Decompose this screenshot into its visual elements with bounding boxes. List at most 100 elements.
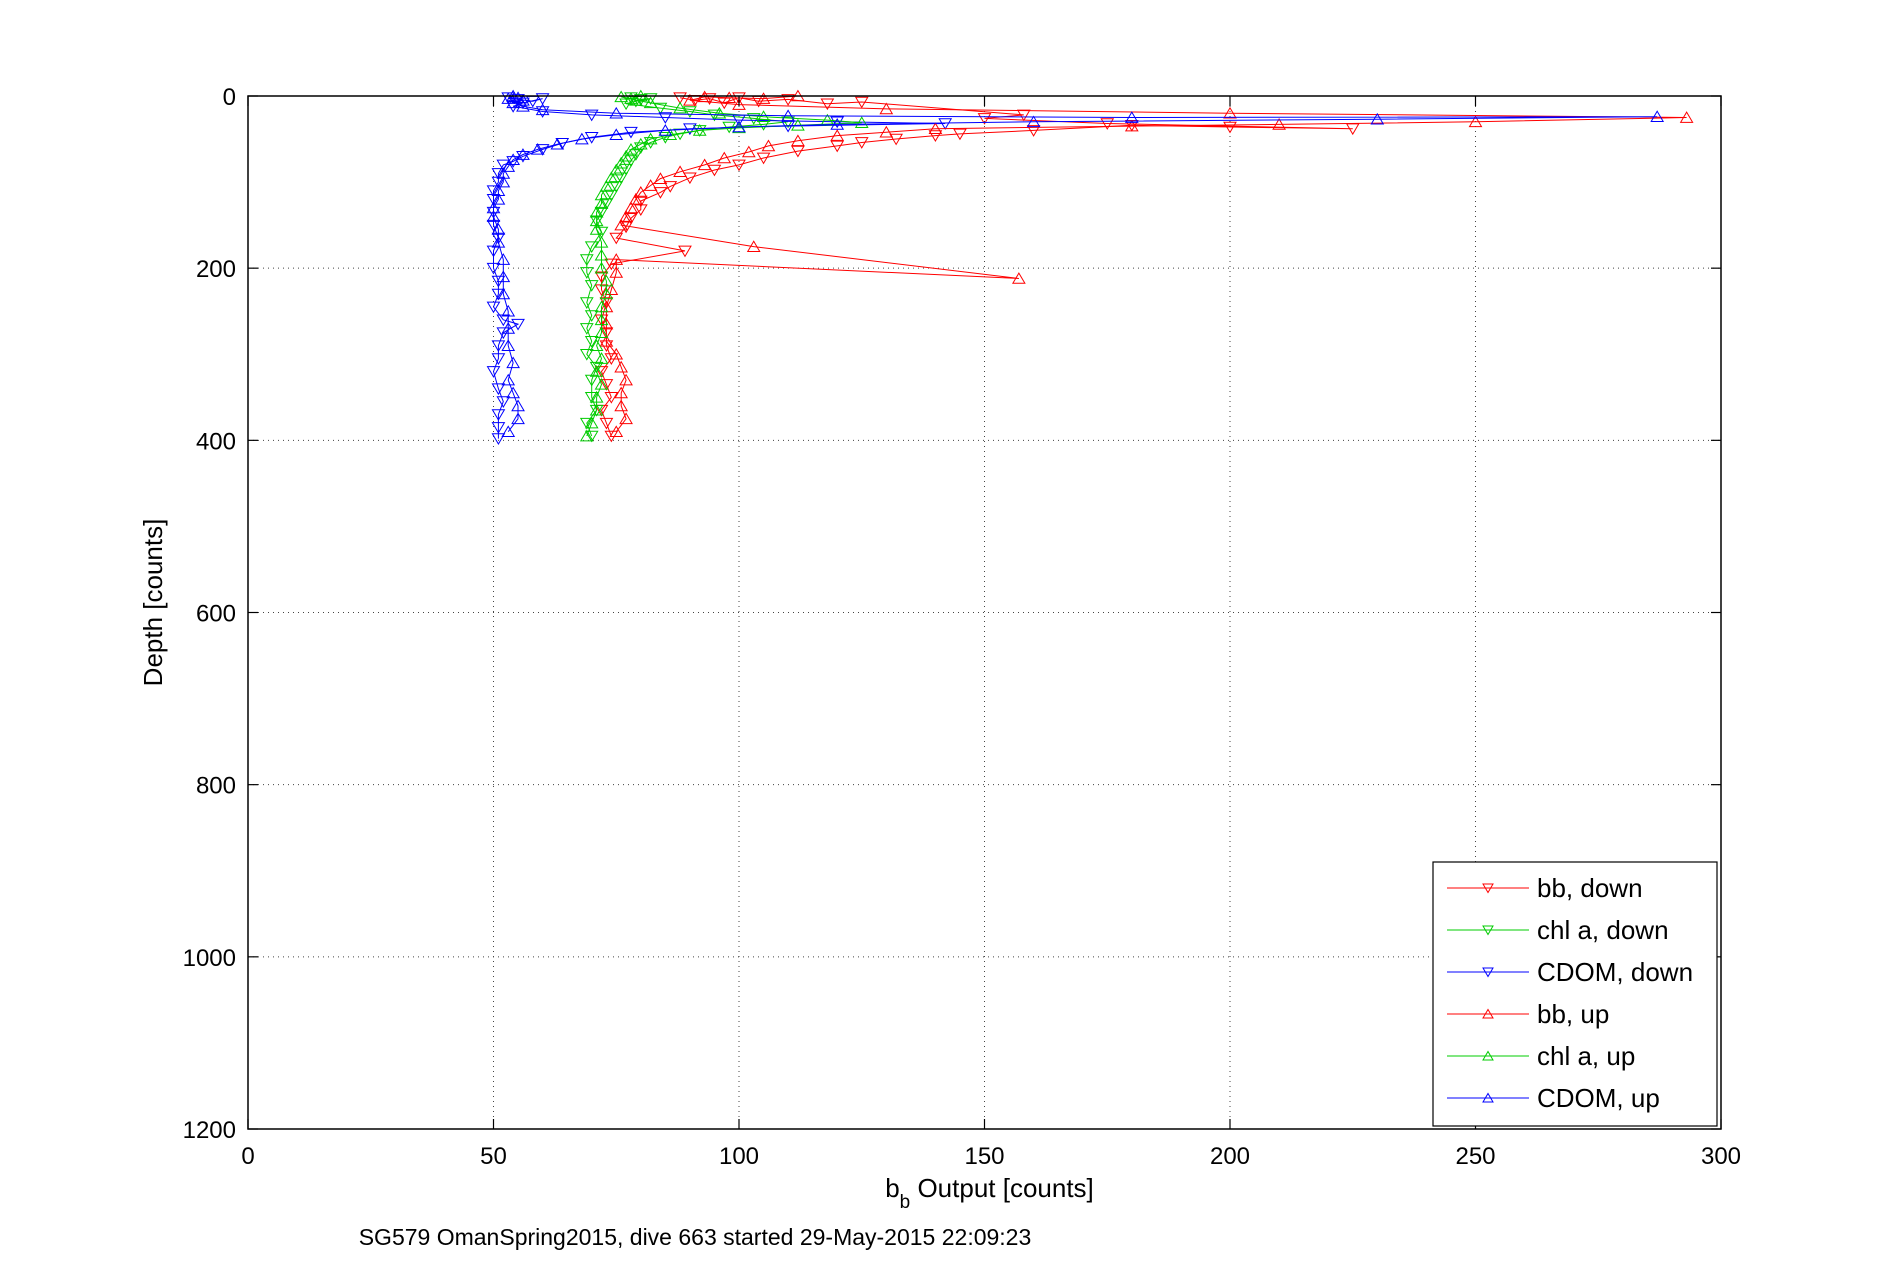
data-point (953, 128, 967, 141)
data-point (609, 128, 624, 141)
data-point (496, 175, 511, 188)
data-point (496, 396, 511, 408)
data-point (629, 93, 643, 106)
data-point (486, 262, 501, 275)
data-point (579, 297, 594, 309)
data-point (535, 106, 550, 118)
data-point (584, 109, 599, 122)
data-point (501, 160, 516, 172)
data-point (732, 159, 746, 172)
data-point (879, 102, 894, 115)
series-line (493, 95, 1658, 433)
data-point (599, 317, 614, 330)
data-point (506, 96, 521, 109)
data-point (697, 158, 712, 171)
data-point (653, 172, 668, 184)
legend-entry-label: CDOM, down (1537, 957, 1693, 987)
data-point (1026, 115, 1041, 128)
series-cdom-down (486, 92, 953, 445)
data-point (653, 102, 668, 115)
data-point (594, 197, 609, 209)
y-tick-label: 200 (196, 256, 236, 283)
y-tick-label: 0 (223, 84, 236, 111)
data-point (1124, 111, 1139, 123)
y-tick-label: 1200 (183, 1117, 236, 1144)
data-point (516, 97, 530, 110)
data-point (589, 223, 604, 235)
data-point (516, 99, 530, 112)
data-point (594, 206, 609, 219)
data-point (589, 205, 604, 218)
data-point (604, 283, 619, 295)
x-tick-label: 50 (480, 1143, 507, 1170)
data-point (781, 94, 795, 106)
data-point (1100, 118, 1115, 130)
data-point (741, 145, 756, 158)
x-tick-label: 0 (241, 1143, 254, 1170)
data-point (746, 113, 761, 125)
y-tick-label: 400 (196, 428, 236, 455)
data-point (928, 122, 943, 135)
data-point (516, 93, 530, 106)
axis-ticks: 0 50 100 150 200 250 300 0 200 400 600 800 1000 1200 (183, 84, 1741, 1170)
data-point (658, 112, 673, 124)
data-point (619, 149, 633, 162)
data-point (486, 185, 501, 198)
data-point (584, 416, 599, 429)
data-point (589, 403, 604, 416)
data-point (732, 120, 746, 133)
data-point (683, 106, 697, 118)
data-point (584, 391, 599, 404)
data-point (633, 94, 648, 106)
x-axis-label: bb Output [counts] (885, 1173, 1094, 1213)
data-point (594, 248, 609, 261)
data-point (629, 192, 643, 205)
data-point (589, 214, 604, 227)
data-point (584, 241, 599, 254)
data-point (1468, 115, 1483, 128)
data-point (506, 156, 521, 168)
y-tick-label: 600 (196, 601, 236, 628)
data-point (707, 109, 722, 122)
data-point (609, 106, 624, 119)
legend-entry-label: chl a, up (1537, 1041, 1635, 1071)
data-point (604, 171, 619, 184)
data-point (491, 288, 506, 301)
data-point (717, 151, 732, 164)
data-point (619, 221, 633, 234)
data-point (594, 377, 609, 390)
data-point (516, 148, 530, 160)
data-point (491, 409, 506, 421)
data-point (732, 98, 746, 110)
data-point (579, 417, 594, 430)
x-tick-label: 250 (1455, 1143, 1495, 1170)
data-point (594, 313, 609, 326)
data-point (491, 235, 506, 248)
data-point (491, 383, 506, 396)
data-point (614, 386, 629, 399)
data-point (619, 373, 633, 386)
y-tick-label: 800 (196, 773, 236, 800)
data-point (830, 129, 845, 141)
data-point (491, 192, 506, 205)
data-point (594, 300, 609, 313)
figure-caption: SG579 OmanSpring2015, dive 663 started 2… (359, 1224, 1032, 1250)
data-point (791, 145, 805, 158)
legend-swatch-marker (1482, 1008, 1494, 1019)
data-point (501, 322, 516, 334)
data-point (535, 144, 550, 156)
series-chl-a-up (579, 89, 869, 442)
data-point (1272, 118, 1286, 130)
data-point (501, 92, 516, 104)
data-point (496, 167, 511, 179)
legend-swatch-marker (1482, 1092, 1494, 1103)
data-point (594, 261, 609, 274)
y-axis-label: Depth [counts] (138, 519, 168, 687)
data-point (889, 133, 903, 146)
data-point (491, 433, 506, 445)
data-point (594, 188, 609, 201)
data-point (506, 153, 521, 166)
plot-data (486, 89, 1694, 445)
data-point (491, 223, 506, 235)
